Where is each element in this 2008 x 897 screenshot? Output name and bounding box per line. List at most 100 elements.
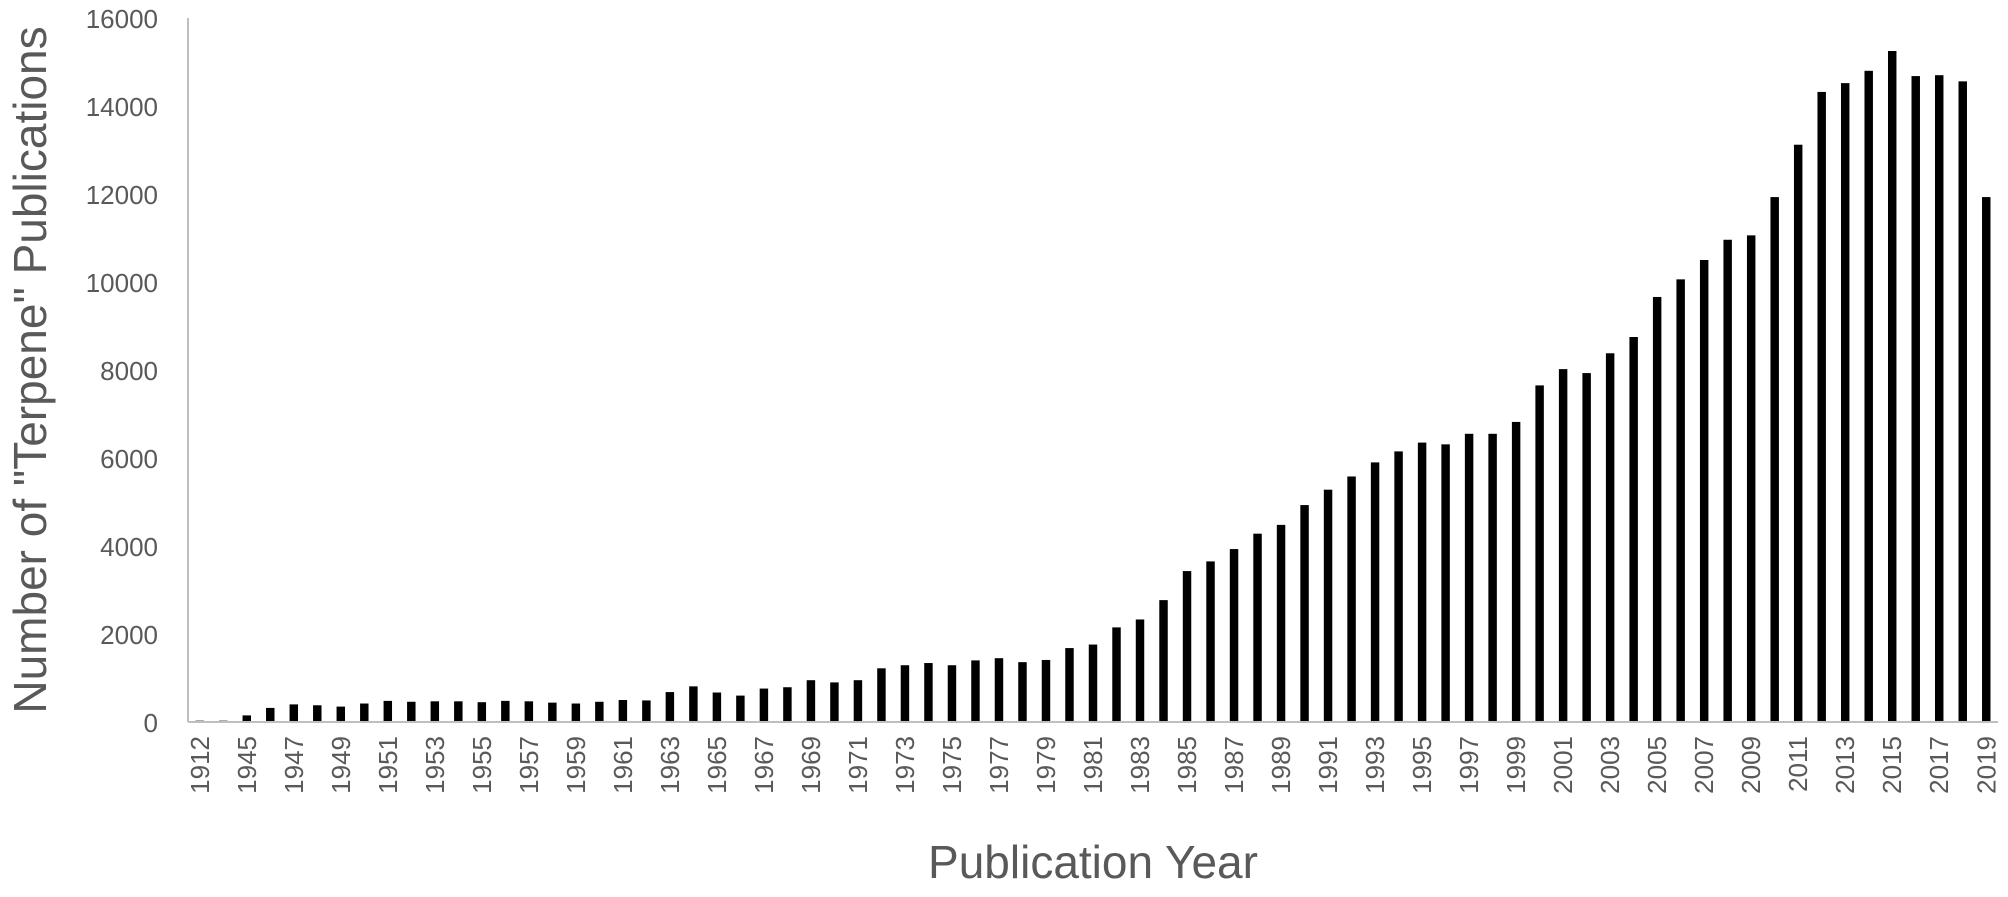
- x-tick-label: 1965: [702, 736, 732, 794]
- bar-1987: [1229, 549, 1239, 722]
- bar-1966: [736, 695, 745, 722]
- x-tick-label: 1969: [796, 736, 826, 794]
- x-tick-label: 2005: [1642, 736, 1672, 794]
- x-tick-label: 1983: [1125, 736, 1155, 794]
- x-tick-label: 1987: [1219, 736, 1249, 794]
- bar-2014: [1864, 70, 1873, 723]
- bar-1961: [618, 700, 628, 722]
- bar-1981: [1088, 644, 1098, 722]
- bar-1952: [407, 701, 416, 722]
- x-tick-label: 1975: [937, 736, 967, 794]
- bar-2013: [1840, 83, 1850, 723]
- bar-1971: [853, 680, 863, 722]
- bar-2008: [1723, 239, 1732, 722]
- bar-1946: [266, 707, 275, 722]
- x-tick-label: 2011: [1783, 736, 1813, 792]
- bars-group: [195, 51, 1991, 723]
- bar-1960: [595, 701, 604, 722]
- y-tick-label: 10000: [86, 268, 158, 298]
- bar-1972: [877, 668, 886, 722]
- y-tick-label: 12000: [86, 180, 158, 210]
- bar-1989: [1276, 524, 1286, 722]
- bar-1984: [1159, 600, 1168, 722]
- bar-1982: [1112, 627, 1121, 722]
- bar-1947: [289, 704, 299, 722]
- x-tick-label: 1989: [1266, 736, 1296, 794]
- y-tick-label: 6000: [100, 444, 158, 474]
- x-tick-label: 1979: [1031, 736, 1061, 794]
- y-tick-label: 16000: [86, 4, 158, 34]
- x-tick-labels: 1912 1945 1947 1949 1951 1953 1955 1957 1959 1961…: [185, 736, 2002, 794]
- bar-1957: [524, 701, 534, 722]
- x-tick-label: 1997: [1454, 736, 1484, 794]
- bar-1948: [313, 705, 322, 722]
- x-tick-label: 1995: [1407, 736, 1437, 794]
- bar-1996: [1441, 444, 1450, 722]
- bar-2006: [1676, 279, 1685, 722]
- bar-1953: [430, 701, 440, 722]
- bar-2011: [1793, 144, 1803, 723]
- bar-1978: [1018, 662, 1027, 722]
- x-tick-label: 1977: [984, 736, 1014, 794]
- y-tick-label: 8000: [100, 356, 158, 386]
- x-tick-label: 1993: [1360, 736, 1390, 794]
- bar-1979: [1041, 659, 1051, 722]
- bar-1959: [571, 703, 581, 722]
- x-tick-label: 1912: [185, 736, 215, 794]
- bar-2007: [1699, 260, 1709, 722]
- bar-2002: [1582, 373, 1591, 722]
- x-tick-label: 1947: [279, 736, 309, 794]
- x-tick-label: 1949: [326, 736, 356, 794]
- bar-1991: [1323, 489, 1333, 722]
- bar-2017: [1935, 75, 1944, 722]
- bar-1993: [1370, 462, 1380, 722]
- bar-1955: [477, 702, 487, 722]
- bar-1994: [1394, 451, 1403, 722]
- x-tick-label: 1959: [561, 736, 591, 794]
- bar-1995: [1417, 442, 1427, 722]
- bar-1970: [830, 682, 839, 722]
- x-tick-label: 1955: [467, 736, 497, 794]
- bar-1969: [806, 680, 816, 722]
- bar-1964: [689, 686, 698, 722]
- bar-2001: [1558, 369, 1568, 722]
- x-tick-label: 1999: [1501, 736, 1531, 794]
- y-tick-label: 4000: [100, 532, 158, 562]
- bar-1988: [1253, 533, 1262, 722]
- bar-1976: [971, 660, 980, 722]
- x-tick-label: 1945: [232, 736, 262, 794]
- bar-1962: [642, 700, 651, 722]
- bar-2005: [1652, 296, 1662, 722]
- x-tick-label: 1953: [420, 736, 450, 794]
- bar-1954: [454, 701, 463, 722]
- bar-1950: [360, 703, 369, 722]
- bar-2000: [1535, 385, 1544, 722]
- bar-1977: [994, 658, 1004, 722]
- x-tick-label: 1973: [890, 736, 920, 794]
- x-tick-label: 1981: [1078, 736, 1108, 794]
- y-axis-title: Number of "Terpene" Publications: [4, 26, 56, 713]
- bar-1949: [336, 706, 346, 722]
- bar-1967: [759, 688, 769, 722]
- bar-1945: [242, 715, 251, 722]
- bar-2003: [1605, 353, 1615, 722]
- bar-2009: [1746, 235, 1756, 723]
- x-tick-label: 1967: [749, 736, 779, 794]
- y-tick-label: 14000: [86, 92, 158, 122]
- bar-1973: [900, 665, 910, 722]
- x-tick-label: 1961: [608, 736, 638, 794]
- bar-1980: [1065, 648, 1074, 722]
- x-axis-title: Publication Year: [928, 836, 1258, 888]
- bar-1985: [1182, 571, 1192, 722]
- bar-2012: [1817, 91, 1826, 723]
- bar-1963: [665, 692, 675, 722]
- bar-1986: [1206, 561, 1215, 722]
- x-tick-label: 2001: [1548, 736, 1578, 794]
- x-tick-label: 2003: [1595, 736, 1625, 794]
- bar-1975: [947, 665, 957, 722]
- bar-1958: [548, 702, 557, 722]
- bar-2015: [1887, 51, 1897, 722]
- y-tick-label: 0: [144, 708, 158, 738]
